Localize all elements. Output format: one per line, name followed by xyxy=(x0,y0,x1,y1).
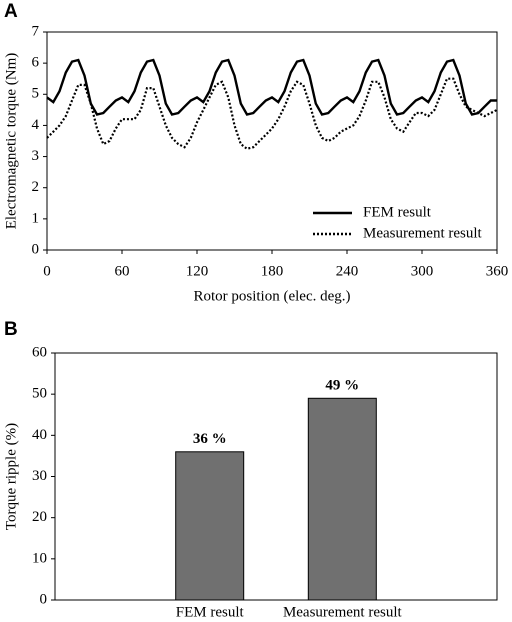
y-tick-label: 7 xyxy=(32,23,40,39)
y-tick-label: 40 xyxy=(32,427,47,443)
panel-label: B xyxy=(4,319,18,340)
x-tick-label: 360 xyxy=(486,263,509,279)
legend-label: Measurement result xyxy=(363,225,483,241)
x-axis-label: Rotor position (elec. deg.) xyxy=(193,288,350,304)
plot-frame xyxy=(54,352,498,601)
x-tick-label: 120 xyxy=(186,263,209,279)
y-tick-label: 6 xyxy=(32,55,40,71)
legend-label: FEM result xyxy=(363,204,432,220)
panel-label: A xyxy=(4,1,18,22)
series-line xyxy=(46,77,498,150)
x-tick-label: 300 xyxy=(411,263,434,279)
y-axis-label: Electromagnetic torque (Nm) xyxy=(3,53,19,230)
y-tick-label: 1 xyxy=(32,210,40,226)
y-tick-label: 30 xyxy=(32,468,47,484)
x-tick-label: 180 xyxy=(261,263,284,279)
value-label: 36 % xyxy=(193,431,227,447)
y-axis-label: Torque ripple (%) xyxy=(3,423,19,530)
x-tick-label: FEM result xyxy=(176,604,245,620)
y-tick-label: 20 xyxy=(32,509,47,525)
y-tick-label: 5 xyxy=(32,86,40,102)
series-line xyxy=(46,58,497,116)
value-label: 49 % xyxy=(325,378,359,394)
y-tick-label: 4 xyxy=(32,117,40,133)
x-tick-label: 60 xyxy=(115,263,130,279)
x-tick-label: 240 xyxy=(336,263,359,279)
y-tick-label: 60 xyxy=(32,344,47,360)
x-tick-label: Measurement result xyxy=(283,604,403,620)
y-tick-label: 50 xyxy=(32,386,47,402)
y-tick-label: 2 xyxy=(32,179,40,195)
bar xyxy=(175,451,245,601)
y-tick-label: 10 xyxy=(32,550,47,566)
x-tick-label: 0 xyxy=(43,263,51,279)
bar xyxy=(307,397,377,601)
y-tick-label: 0 xyxy=(32,241,40,257)
y-tick-label: 3 xyxy=(32,148,40,164)
y-tick-label: 0 xyxy=(40,591,48,607)
